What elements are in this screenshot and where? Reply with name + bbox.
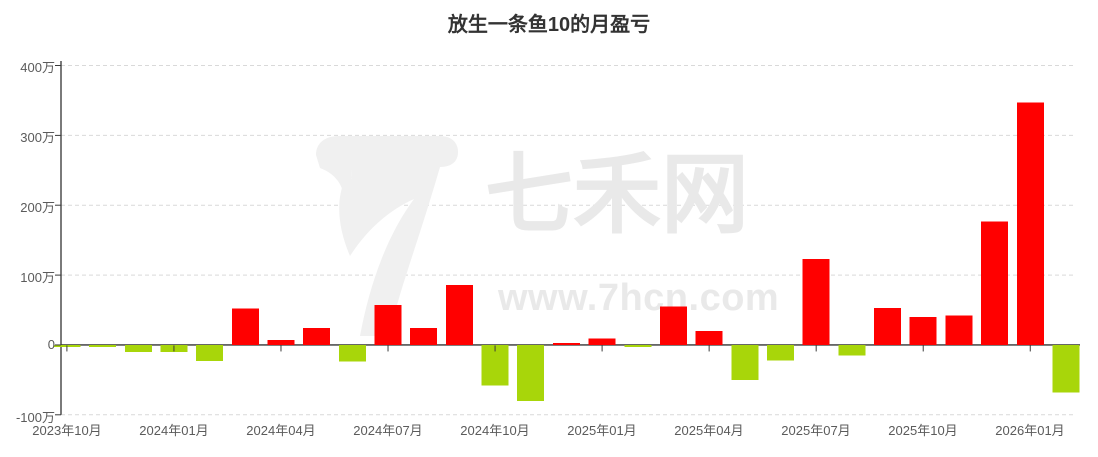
svg-text:www.7hcn.com: www.7hcn.com [497,277,779,319]
svg-text:七禾网: 七禾网 [485,145,749,244]
